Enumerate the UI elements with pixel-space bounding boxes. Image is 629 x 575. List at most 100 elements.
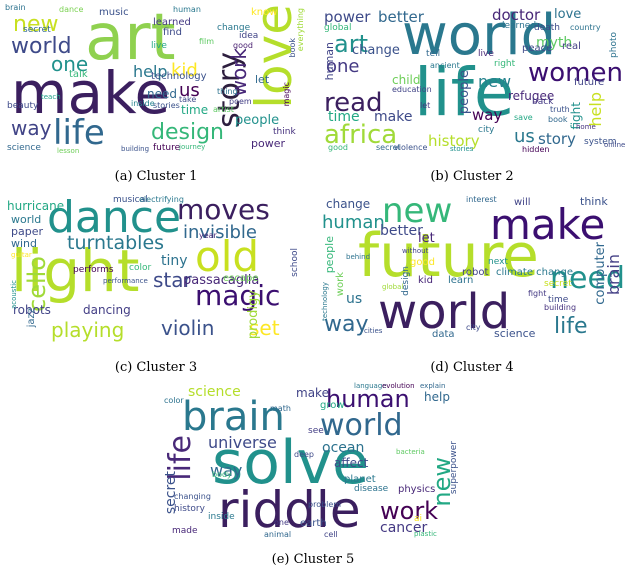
- word: violence: [394, 143, 428, 152]
- word: global: [324, 23, 352, 33]
- word: passacaglia: [183, 273, 260, 288]
- word: invisible: [183, 222, 257, 243]
- caption-cluster-1: (a) Cluster 1: [114, 169, 198, 184]
- word: life: [414, 54, 515, 131]
- word: physics: [398, 484, 436, 495]
- word: better: [378, 8, 424, 26]
- word: people: [235, 113, 280, 128]
- word: building: [544, 303, 577, 312]
- word: change: [352, 43, 400, 58]
- word: artist: [213, 105, 234, 114]
- word: future: [574, 77, 605, 88]
- word: guitar: [11, 251, 32, 259]
- word: solve: [212, 428, 370, 498]
- word: bacteria: [396, 448, 425, 456]
- word: right: [494, 59, 516, 69]
- word: human: [173, 5, 201, 14]
- word: one: [51, 52, 89, 76]
- word: deep: [294, 450, 314, 459]
- word: set: [249, 316, 280, 340]
- word: tiny: [161, 253, 188, 269]
- word: life: [554, 314, 588, 339]
- word: back: [532, 97, 554, 107]
- word: learned: [153, 17, 191, 28]
- word: ai: [414, 514, 423, 524]
- word: thing: [217, 87, 238, 96]
- word: change: [326, 197, 371, 211]
- word: save: [514, 113, 533, 122]
- word: think: [580, 195, 608, 208]
- word: let: [255, 73, 270, 86]
- word: disease: [354, 484, 389, 494]
- word: country: [570, 23, 601, 32]
- word: jazz: [26, 308, 37, 328]
- word: good: [233, 41, 253, 50]
- word: planet: [344, 474, 376, 485]
- word: paper: [11, 225, 43, 238]
- word: work: [335, 272, 346, 297]
- word: affect: [334, 456, 369, 470]
- word: time: [548, 295, 569, 305]
- word: escape: [223, 273, 259, 284]
- word: color: [164, 396, 184, 405]
- word: way: [472, 106, 503, 124]
- word: explain: [420, 382, 446, 390]
- word: color: [129, 263, 152, 273]
- word: let: [420, 101, 431, 110]
- word: cell: [324, 530, 338, 539]
- word: science: [7, 143, 41, 153]
- word: magic: [195, 279, 281, 312]
- word: time: [328, 109, 360, 125]
- word: way: [324, 312, 369, 337]
- word: violin: [161, 316, 215, 340]
- word: need: [147, 87, 177, 101]
- caption-cluster-2: (b) Cluster 2: [430, 169, 514, 184]
- word: system: [584, 137, 617, 147]
- word: body: [212, 470, 232, 479]
- word: art: [334, 30, 368, 58]
- panel-cluster-4: future world new make need life human wa…: [318, 190, 626, 375]
- word: city: [478, 125, 495, 135]
- word: think: [273, 127, 296, 137]
- word: city: [466, 323, 481, 332]
- word: make: [374, 109, 413, 125]
- word: made: [172, 526, 198, 536]
- word: old: [195, 232, 260, 281]
- word: africa: [324, 120, 398, 150]
- word: world: [320, 408, 403, 443]
- word: global: [382, 283, 404, 291]
- word: problem: [308, 500, 342, 509]
- word: animal: [264, 530, 292, 539]
- word: star: [153, 268, 192, 292]
- word: cancer: [380, 520, 428, 536]
- word: without: [402, 247, 429, 255]
- word: child: [392, 73, 421, 87]
- word: school: [290, 248, 300, 277]
- word: brain: [182, 394, 285, 440]
- word: design: [401, 266, 411, 296]
- word: talk: [69, 69, 88, 80]
- word: death: [534, 23, 560, 33]
- word: time: [181, 103, 209, 117]
- word: us: [514, 126, 535, 147]
- panel-cluster-1: art make love life world new story desig…: [3, 2, 309, 184]
- word: riddle: [218, 481, 361, 539]
- word: robot: [462, 267, 489, 278]
- word: film: [199, 37, 215, 46]
- word: will: [514, 197, 531, 208]
- word: help: [133, 62, 168, 81]
- panel-cluster-5: solve riddle brain world human work life…: [158, 381, 468, 567]
- word: good: [410, 257, 435, 268]
- word: dancing: [83, 303, 131, 317]
- word: climate change: [496, 267, 573, 278]
- word: earth: [300, 518, 327, 529]
- word: find: [163, 27, 182, 38]
- word: plastic: [414, 530, 437, 538]
- word: performs: [73, 265, 114, 275]
- word: us: [346, 291, 363, 307]
- wordcloud-cluster-3: dance light old moves magic invisible tu…: [3, 190, 309, 346]
- word: world: [11, 213, 42, 226]
- word: home: [576, 123, 596, 131]
- wordcloud-cluster-4: future world new make need life human wa…: [318, 190, 626, 346]
- caption-cluster-3: (c) Cluster 3: [114, 360, 198, 375]
